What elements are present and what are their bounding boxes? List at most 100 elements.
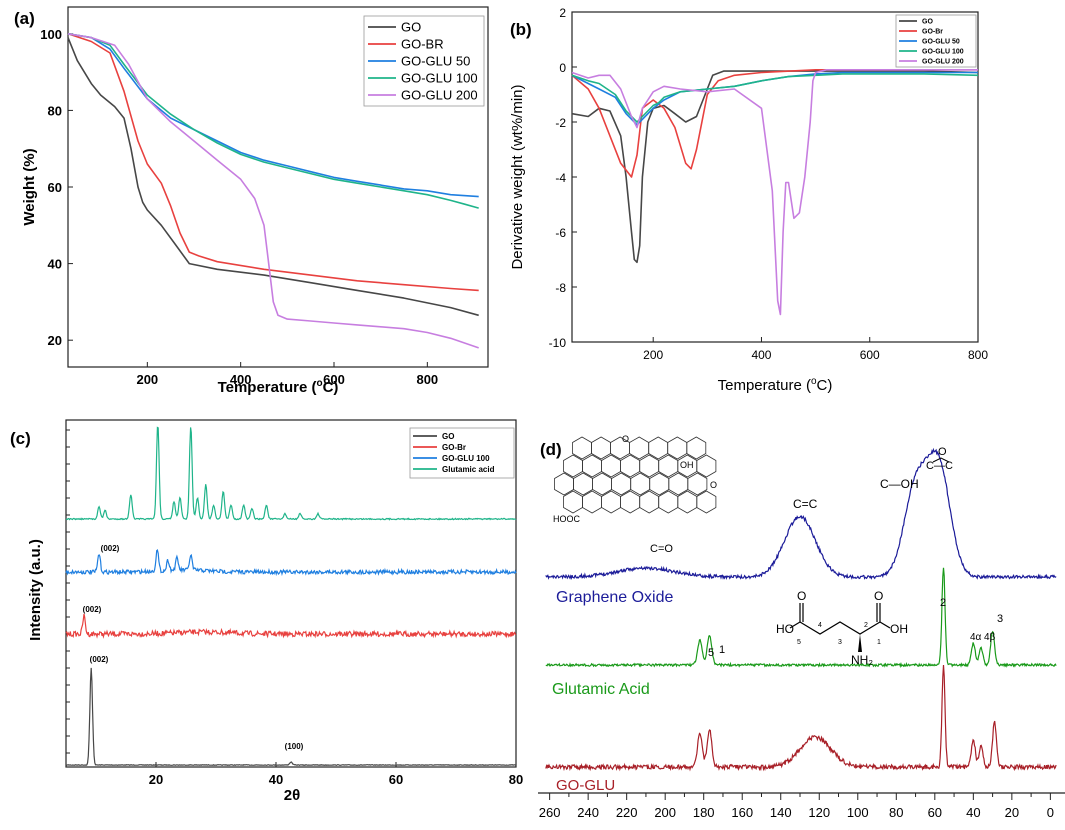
- x-tick-label-a-600: 600: [323, 372, 345, 387]
- glu-nh2: NH₂: [851, 653, 873, 667]
- x-tick-label-c-60: 60: [389, 772, 403, 787]
- x-tick-label-a-800: 800: [416, 372, 438, 387]
- glu-backbone: [799, 621, 881, 635]
- x-tick-label-a-400: 400: [230, 372, 252, 387]
- glu-ho: HO: [776, 622, 794, 636]
- peak-label-1: 1: [719, 644, 725, 656]
- x-tick-label-c-80: 80: [509, 772, 523, 787]
- series-line-c-go-glu-100: [65, 549, 517, 577]
- x-tick-label-c-40: 40: [269, 772, 283, 787]
- glutamic-acid-structure: HO OH O O NH₂ 5 4 3 2 1: [776, 589, 908, 667]
- glu-c2: 2: [864, 622, 868, 629]
- label-go-glu: GO-GLU: [556, 777, 615, 794]
- panel-b: (b) 200 400 600 800 2 0 -2 -4 -6 -8 -10 Derivative…: [509, 6, 988, 394]
- panel-a: (a) 200 400 600 800 20 40 60 80 100 Weight (%) T…: [14, 6, 489, 396]
- series-line-c-go-br: [65, 613, 517, 639]
- go-hexagon: [592, 472, 612, 496]
- peak-label-3: 3: [997, 613, 1003, 625]
- series-line-a-go-br: [67, 33, 479, 292]
- annotation-002-go: (002): [90, 655, 109, 664]
- y-axis-label-b: Derivative weight (wt%/min): [509, 84, 526, 269]
- go-hexagon: [648, 436, 669, 460]
- legend-label-c-go-br: GO-Br: [442, 443, 466, 452]
- legend-label-b-go-br: GO-Br: [922, 28, 943, 35]
- epoxide-bond: [932, 457, 950, 463]
- label-epoxide-cc: C—C: [926, 460, 953, 472]
- series-lines-b: [571, 69, 979, 316]
- go-hexagon: [611, 472, 632, 496]
- y-tick-label-b--4: -4: [555, 171, 566, 185]
- legend-label-c-go: GO: [442, 432, 454, 441]
- peak-label-4b: 4β: [984, 632, 996, 643]
- glu-c3: 3: [838, 639, 842, 646]
- x-tick-label-b-800: 800: [968, 348, 988, 362]
- go-hexagon: [639, 490, 660, 514]
- go-hooc: HOOC: [553, 514, 581, 524]
- x-tick-label-c-20: 20: [149, 772, 163, 787]
- x-tick-label-d-0: 0: [1047, 805, 1054, 820]
- x-tick-label-d-80: 80: [889, 805, 903, 820]
- legend-label-b-go-glu-50: GO-GLU 50: [922, 38, 960, 45]
- y-axis-label-c: Intensity (a.u.): [27, 539, 44, 641]
- glu-c4: 4: [818, 622, 822, 629]
- x-tick-label-b-200: 200: [643, 348, 663, 362]
- y-tick-label-a-20: 20: [48, 333, 62, 348]
- go-hexagon: [696, 490, 717, 514]
- legend-label-b-go-glu-100: GO-GLU 100: [922, 48, 964, 55]
- x-tick-label-d-60: 60: [928, 805, 942, 820]
- go-hexagon: [639, 454, 660, 478]
- y-tick-label-a-80: 80: [48, 103, 62, 118]
- series-line-a-go-glu-50: [67, 33, 479, 198]
- go-hexagon: [601, 490, 621, 514]
- go-hexagon: [563, 454, 583, 478]
- label-glutamic-acid: Glutamic Acid: [552, 681, 650, 698]
- legend-label-a-go: GO: [401, 20, 421, 35]
- legend-label-a-go-glu-50: GO-GLU 50: [401, 54, 470, 69]
- panel-label-d: (d): [540, 440, 562, 459]
- y-tick-label-b-2: 2: [559, 6, 566, 20]
- legend-label-a-go-br: GO-BR: [401, 37, 444, 52]
- x-tick-label-d-200: 200: [654, 805, 676, 820]
- series-line-b-go-glu-100: [571, 73, 979, 123]
- series-line-c-go: [65, 667, 517, 767]
- axis-ticks-b: 200 400 600 800 2 0 -2 -4 -6 -8 -10: [549, 6, 989, 362]
- x-tick-label-d-100: 100: [847, 805, 869, 820]
- glu-c1: 1: [877, 639, 881, 646]
- x-axis-label-c: 2θ: [284, 787, 300, 804]
- glu-o-right: O: [874, 589, 883, 603]
- legend-label-b-go: GO: [922, 18, 933, 25]
- axis-ticks-d: 260 240 220 200 180 160 140 120 100 80 60 40 20 0: [539, 793, 1054, 820]
- go-hexagon: [572, 436, 592, 460]
- x-axis-label-b: Temperature (oC): [718, 376, 833, 394]
- x-axis-label-a: Temperature (oC): [218, 378, 339, 396]
- legend-label-a-go-glu-100: GO-GLU 100: [401, 71, 478, 86]
- glu-oh: OH: [890, 622, 908, 636]
- go-oh: OH: [680, 460, 694, 470]
- go-hexagon: [620, 490, 641, 514]
- glu-oh-right: [879, 621, 891, 629]
- panel-c: (c) 20 40 60 80 Intensity (a.u.) 2θ (002) (…: [10, 419, 523, 804]
- legend-label-c-glutamic-acid: Glutamic acid: [442, 465, 495, 474]
- peak-label-4a: 4α: [970, 632, 982, 643]
- legend-entries-b: GO GO-Br GO-GLU 50 GO-GLU 100 GO-GLU 200: [899, 18, 964, 65]
- y-tick-label-a-100: 100: [40, 27, 62, 42]
- go-hexagon: [620, 454, 641, 478]
- panel-label-b: (b): [510, 20, 532, 39]
- legend-label-c-go-glu-100: GO-GLU 100: [442, 454, 490, 463]
- go-hexagon: [582, 454, 602, 478]
- series-line-c-glutamic-acid: [65, 426, 517, 521]
- go-hexagon: [677, 490, 698, 514]
- go-hexagon: [687, 472, 708, 496]
- label-coh: C—OH: [880, 477, 919, 491]
- y-tick-label-a-40: 40: [48, 257, 62, 272]
- go-hexagon: [658, 454, 679, 478]
- legend-label-b-go-glu-200: GO-GLU 200: [922, 58, 964, 65]
- glu-wedge: [858, 634, 862, 652]
- legend-entries-a: GO GO-BR GO-GLU 50 GO-GLU 100 GO-GLU 200: [368, 20, 478, 103]
- x-tick-label-b-600: 600: [860, 348, 880, 362]
- x-tick-label-d-120: 120: [808, 805, 830, 820]
- y-tick-label-b--8: -8: [555, 281, 566, 295]
- x-tick-label-d-180: 180: [693, 805, 715, 820]
- glu-oh-left: [789, 621, 801, 629]
- y-tick-label-a-60: 60: [48, 180, 62, 195]
